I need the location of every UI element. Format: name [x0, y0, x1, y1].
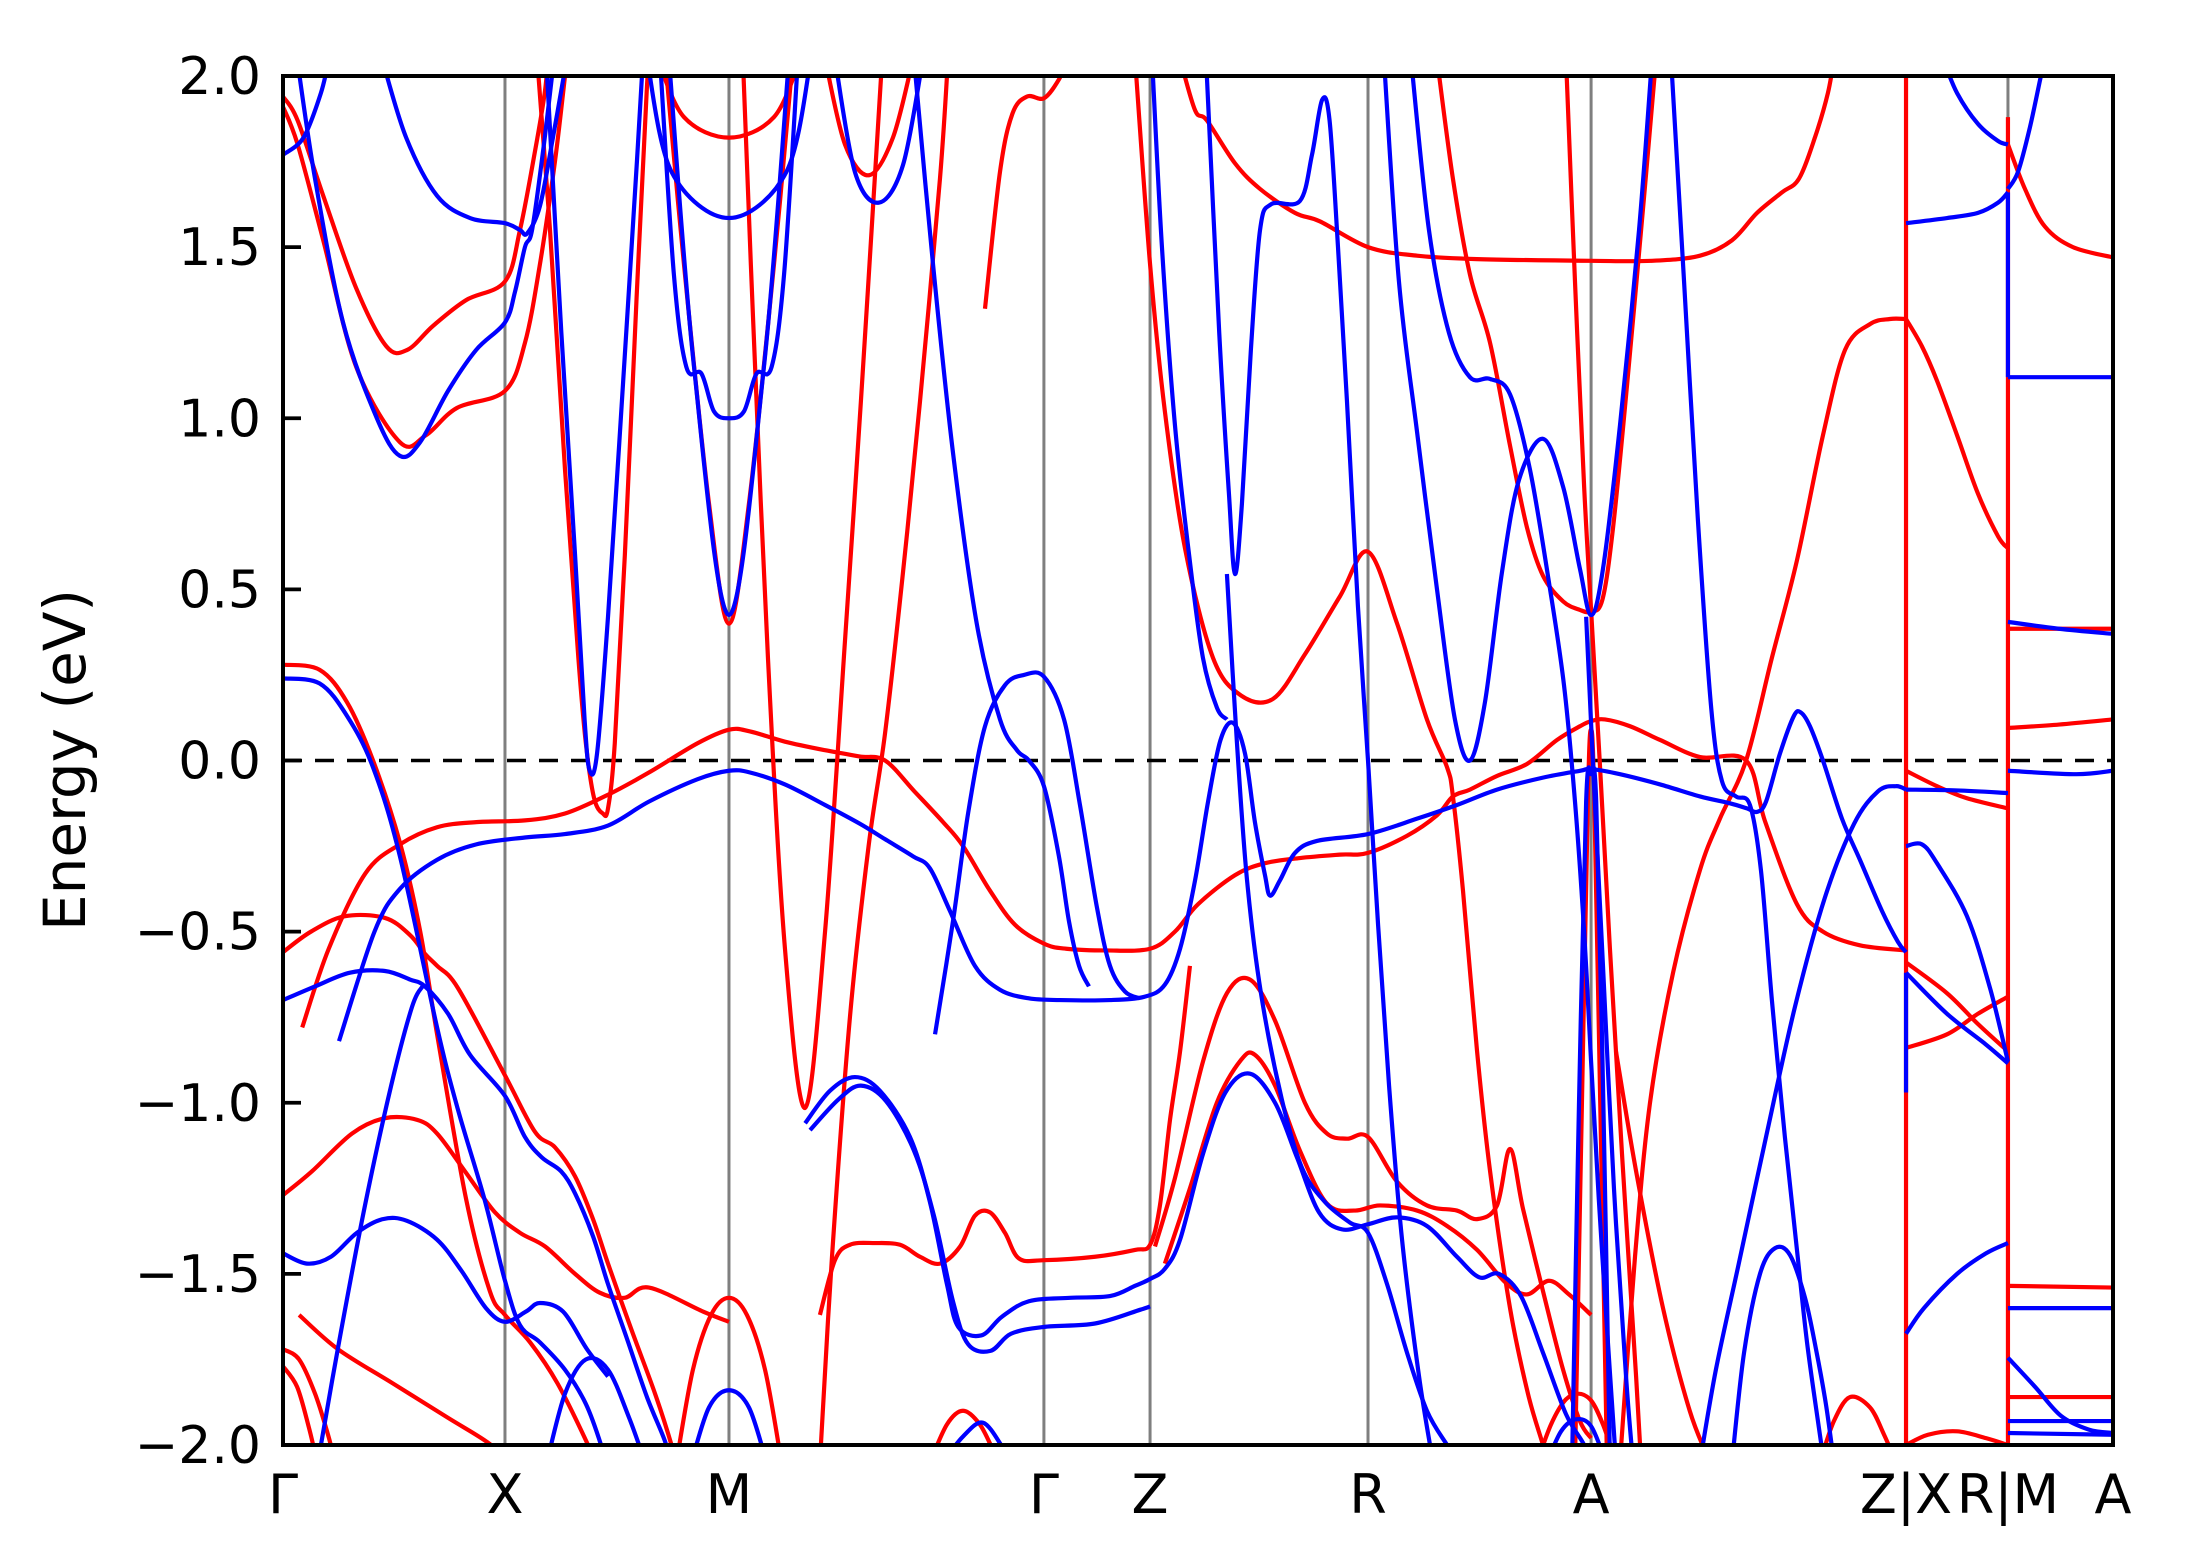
band-red_bands-40 — [1823, 1394, 1891, 1445]
band-blue_bands-9 — [932, 670, 1141, 1035]
band-red_bands-27 — [283, 1114, 730, 1324]
band-blue_bands-38 — [808, 1083, 1151, 1354]
band-blue_bands-26 — [2006, 76, 2044, 191]
band-blue_bands-42 — [548, 1355, 642, 1445]
y-tick-label: 1.5 — [178, 218, 261, 278]
band-blue_bands-44 — [835, 76, 923, 205]
band-red_bands-11 — [1437, 76, 1657, 615]
kpoint-label-Γ: Γ — [1029, 1463, 1059, 1526]
band-blue_bands-17 — [1570, 765, 1612, 1445]
band-blue_bands-33 — [2006, 1356, 2113, 1436]
band-blue_bands-24 — [1905, 190, 2010, 226]
band-red_bands-9 — [982, 76, 1064, 309]
band-red_bands-2 — [1134, 76, 1546, 1445]
band-red_bands-37 — [934, 1408, 993, 1445]
band-red_bands-16 — [1905, 768, 2009, 811]
band-red_bands-41 — [1905, 1429, 2009, 1445]
kpoint-label-Z|X: Z|X — [1860, 1463, 1952, 1526]
band-blue_bands-13 — [1669, 76, 1824, 1445]
band-blue_bands-16 — [1584, 616, 1634, 1445]
kpoint-label-A: A — [2095, 1463, 2132, 1526]
kpoint-label-R|M: R|M — [1957, 1463, 2059, 1526]
band-blue_bands-41 — [952, 1420, 1004, 1445]
band-blue_bands-20 — [1905, 787, 2009, 796]
band-red_bands-29 — [283, 1365, 316, 1445]
band-blue_bands-39 — [1551, 1416, 1602, 1445]
band-blue_bands-19 — [1700, 784, 1907, 1445]
band-red_bands-14 — [1619, 316, 1907, 1445]
band-blue_bands-14 — [1382, 76, 1653, 763]
band-red_bands-10 — [1182, 76, 1834, 264]
band-red_bands-20 — [2007, 717, 2113, 731]
band-blue_bands-40 — [694, 1388, 764, 1445]
band-red_bands-17 — [1904, 960, 2010, 1053]
band-blue_bands-2 — [544, 76, 645, 777]
band-blue_bands-12 — [1224, 573, 1450, 1445]
kpoint-label-M: M — [706, 1463, 753, 1526]
kpoint-label-R: R — [1349, 1463, 1387, 1526]
band-blue_bands-36 — [283, 1215, 610, 1378]
band-red_bands-39 — [1613, 1051, 1705, 1445]
band-blue_bands-34 — [283, 968, 669, 1445]
band-red_bands-26 — [283, 912, 674, 1445]
kpoint-label-Γ: Γ — [268, 1463, 298, 1526]
band-red_bands-35 — [1162, 1050, 1593, 1317]
band-blue_bands-43 — [283, 76, 328, 157]
band-red_bands-30 — [677, 1295, 781, 1445]
band-red_bands-4 — [283, 76, 568, 449]
band-blue_bands-8 — [913, 76, 1091, 988]
band-blue_bands-32 — [2007, 1430, 2113, 1437]
band-red_bands-12 — [1564, 76, 1643, 1445]
y-axis-title: Energy (eV) — [31, 589, 99, 931]
y-tick-label: −1.5 — [135, 1245, 261, 1305]
band-blue_bands-35 — [318, 984, 425, 1445]
band-red_bands-22 — [2007, 1283, 2113, 1290]
band-red_bands-3 — [283, 76, 549, 356]
band-red_bands-33 — [826, 76, 912, 178]
band-blue_bands-7 — [668, 76, 790, 618]
band-blue_bands-11 — [1204, 76, 1433, 1445]
band-red_bands-21 — [2005, 143, 2113, 260]
y-tick-label: 0.5 — [178, 560, 261, 620]
band-blue_bands-29 — [2007, 768, 2113, 777]
band-blue_bands-28 — [2007, 619, 2113, 636]
kpoint-label-X: X — [486, 1463, 523, 1526]
band-blue_bands-25 — [1947, 76, 2009, 147]
band-blue_bands-22 — [1904, 971, 2010, 1065]
band-blue_bands-5 — [647, 76, 811, 221]
band-red_bands-1 — [300, 717, 1907, 1029]
band-blue_bands-4 — [384, 76, 566, 237]
y-tick-label: −0.5 — [135, 903, 261, 963]
band-red_bands-0 — [283, 662, 591, 1445]
band-red_bands-31 — [741, 76, 884, 1110]
band-blue_bands-18 — [1731, 1244, 1834, 1445]
band-blue_bands-21 — [1905, 841, 2011, 1063]
y-tick-label: 0.0 — [178, 732, 261, 792]
band-red_bands-7 — [818, 76, 950, 1445]
band-blue_bands-3 — [297, 76, 555, 460]
band-red_bands-32 — [817, 965, 1193, 1316]
y-tick-label: −1.0 — [135, 1074, 261, 1134]
y-tick-label: −2.0 — [135, 1416, 261, 1476]
kpoint-label-Z: Z — [1132, 1463, 1169, 1526]
band-blue_bands-0 — [283, 676, 604, 1445]
band-blue_bands-15 — [1410, 76, 1617, 1445]
band-blue_bands-37 — [803, 1071, 1587, 1445]
band-blue_bands-10 — [1150, 76, 1229, 721]
band-blue_bands-23 — [1904, 1241, 2009, 1335]
y-tick-label: 1.0 — [178, 389, 261, 449]
kpoint-label-A: A — [1573, 1463, 1610, 1526]
band-red_bands-36 — [1540, 1391, 1613, 1445]
band-red_bands-5 — [536, 76, 650, 819]
band-red_bands-38 — [297, 1313, 495, 1445]
band-red_bands-15 — [1904, 317, 2010, 550]
band-blue_bands-6 — [658, 76, 800, 421]
y-tick-label: 2.0 — [178, 47, 261, 107]
